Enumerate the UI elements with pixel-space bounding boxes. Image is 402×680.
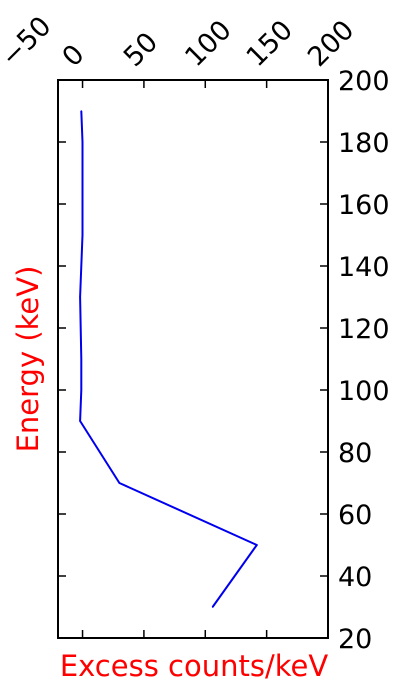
x-tick-label: 200 (302, 15, 360, 73)
y-tick-label: 200 (338, 66, 390, 97)
y-tick-label: 100 (338, 376, 390, 407)
data-point (80, 358, 83, 360)
data-point (80, 389, 83, 391)
x-tick-label: 0 (57, 39, 91, 73)
data-point (211, 606, 214, 608)
data-point (79, 296, 81, 298)
x-tick-label: 100 (179, 15, 237, 73)
y-tick-label: 60 (338, 500, 372, 531)
y-tick-label: 160 (338, 190, 390, 221)
y-tick-label: 40 (338, 562, 372, 593)
data-point (256, 544, 258, 546)
y-axis-ticks: 20 40 60 80 100 120 140 160 180 200 (58, 66, 390, 655)
series-layer (79, 110, 258, 608)
plot-area (58, 80, 328, 638)
data-point (79, 420, 81, 422)
x-tick-label: 150 (241, 15, 299, 73)
data-point (81, 141, 84, 143)
plot-frame (57, 79, 329, 639)
y-axis-label: Energy (keV) (11, 266, 45, 453)
data-point (81, 234, 84, 236)
y-tick-label: 180 (338, 128, 390, 159)
x-tick-label: −50 (0, 11, 57, 73)
y-tick-label: 20 (338, 624, 372, 655)
data-point (118, 482, 121, 484)
x-axis-label: Excess counts/keV (60, 649, 328, 680)
x-tick-label: 50 (118, 27, 164, 73)
data-point (81, 172, 84, 174)
y-tick-label: 120 (338, 314, 390, 345)
y-tick-label: 140 (338, 252, 390, 283)
y-tick-label: 80 (338, 438, 372, 469)
data-point (80, 110, 83, 112)
